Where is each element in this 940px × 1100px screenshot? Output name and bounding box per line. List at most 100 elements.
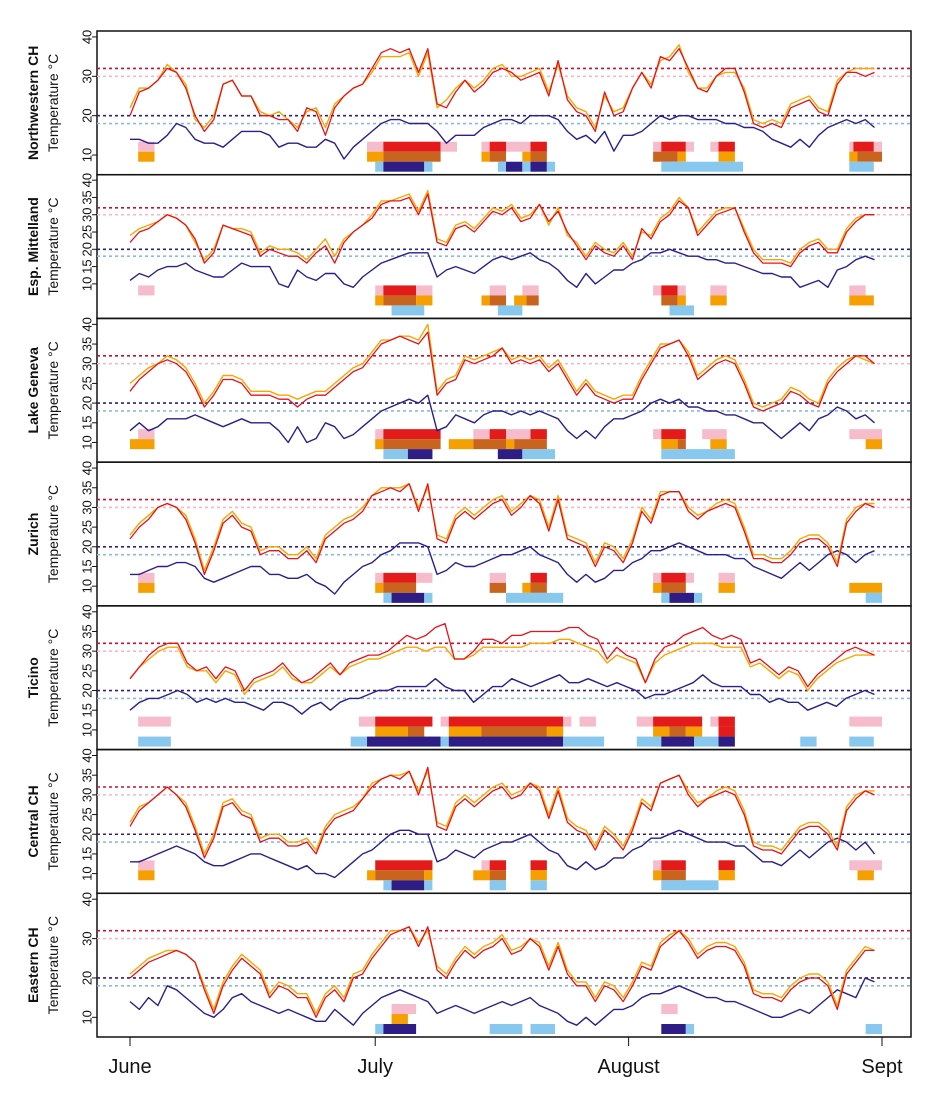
- heat-bar-pink: [653, 285, 662, 296]
- heat-bar-navy: [530, 161, 547, 172]
- heat-bar-orange: [522, 151, 531, 162]
- heat-bar-pink: [849, 716, 882, 727]
- heat-bar-brown: [514, 439, 547, 450]
- heat-bar-red: [661, 285, 678, 296]
- panel-y-axis-label: Temperature °C: [45, 485, 61, 583]
- panel-y-axis-label: Temperature °C: [45, 629, 61, 727]
- y-tick-label: 10: [80, 148, 95, 162]
- y-tick-label: 10: [80, 277, 95, 291]
- heat-bar-orange: [375, 726, 408, 737]
- y-tick-label: 40: [80, 317, 95, 331]
- series-tmin: [129, 394, 875, 444]
- panel-region-label: Ticino: [25, 657, 41, 698]
- heat-bar-lightblue: [669, 305, 694, 316]
- heat-bar-pink: [375, 572, 384, 583]
- heat-bar-pink: [358, 716, 376, 727]
- heat-bar-pink: [138, 141, 155, 152]
- heat-bar-orange: [506, 439, 515, 450]
- heat-bar-pink: [138, 860, 155, 871]
- series-tmax-alt: [129, 638, 875, 696]
- heat-bar-red: [653, 716, 703, 727]
- heat-bar-orange: [416, 295, 433, 306]
- heat-bar-brown: [661, 582, 686, 593]
- y-tick-label: 15: [80, 847, 95, 861]
- heat-bar-red: [853, 141, 874, 152]
- heat-bar-navy: [669, 592, 694, 603]
- y-tick-label: 20: [80, 827, 95, 841]
- y-tick-label: 35: [80, 481, 95, 495]
- heat-bar-orange: [130, 439, 155, 450]
- panel-lake-geneva: 10 15 20 25 30 35 40 Lake Geneva Temperature °C: [25, 317, 912, 463]
- heat-bar-navy: [497, 449, 523, 460]
- heat-bar-pink: [873, 141, 882, 152]
- panel-ticino: 10 15 20 25 30 35 40 Ticino Temperature °C: [25, 605, 912, 751]
- heat-bar-brown: [653, 151, 678, 162]
- heat-bar-orange: [546, 726, 564, 737]
- heat-bar-orange: [367, 870, 376, 881]
- heat-bar-pink: [849, 860, 882, 871]
- series-tmax: [129, 48, 875, 136]
- heat-bar-lightblue: [661, 592, 670, 603]
- heat-bar-orange: [375, 439, 384, 450]
- heat-bar-pink: [710, 141, 719, 152]
- heat-bar-lightblue: [391, 305, 425, 316]
- heat-bar-orange: [710, 439, 727, 450]
- heat-bar-pink: [391, 1004, 417, 1014]
- heat-bar-lightblue: [800, 736, 817, 747]
- heat-bar-brown: [383, 439, 441, 450]
- heat-bar-brown: [407, 726, 425, 737]
- y-tick-label: 40: [80, 748, 95, 762]
- series-tmin: [130, 829, 876, 879]
- heat-bar-lightblue: [522, 161, 531, 172]
- heat-bar-lightblue: [530, 1024, 556, 1034]
- heat-bar-orange: [677, 295, 686, 306]
- heat-bar-orange: [522, 582, 531, 593]
- heat-bar-lightblue: [685, 1024, 694, 1034]
- series-tmax-alt: [129, 926, 875, 1015]
- panel-y-axis-label: Temperature °C: [45, 772, 61, 870]
- y-tick-label: 35: [80, 190, 95, 204]
- y-tick-label: 10: [80, 579, 95, 593]
- series-tmax-alt: [129, 483, 875, 572]
- panel-region-label: Lake Geneva: [25, 347, 41, 434]
- heat-bar-orange: [849, 295, 874, 306]
- series-tmax: [129, 483, 875, 576]
- y-tick-label: 35: [80, 624, 95, 638]
- panel-eastern-ch: 10 20 30 40 Eastern CH Temperature °C: [25, 892, 912, 1038]
- heat-bar-brown: [489, 582, 506, 593]
- heat-bar-pink: [685, 141, 694, 152]
- series-tmin: [130, 115, 875, 160]
- heat-bar-red: [448, 716, 564, 727]
- heat-bar-lightblue: [383, 880, 392, 891]
- heat-bar-pink: [416, 285, 433, 296]
- heat-bar-brown: [489, 870, 506, 881]
- heat-bar-brown: [677, 439, 686, 450]
- heat-bar-pink: [489, 572, 506, 583]
- heat-bar-red: [489, 141, 506, 152]
- heat-bar-orange: [653, 582, 662, 593]
- heat-bar-red: [383, 572, 417, 583]
- panel-y-axis-label: Temperature °C: [45, 341, 61, 439]
- heat-bar-pink: [375, 429, 384, 440]
- heat-bar-brown: [383, 295, 417, 306]
- heat-bar-brown: [661, 870, 686, 881]
- heat-bar-red: [383, 285, 417, 296]
- heat-bar-orange: [481, 151, 490, 162]
- y-tick-label: 25: [80, 225, 95, 239]
- heat-bar-orange: [375, 582, 384, 593]
- heat-bar-pink: [506, 429, 531, 440]
- panel-y-axis-label: Temperature °C: [45, 197, 61, 295]
- heat-bar-lightblue: [489, 880, 506, 891]
- heat-bar-pink: [653, 860, 662, 871]
- heat-bar-navy: [391, 592, 425, 603]
- heat-bar-pink: [710, 285, 727, 296]
- heat-bar-pink: [473, 429, 490, 440]
- panel-frame: [96, 892, 912, 1038]
- y-tick-label: 15: [80, 703, 95, 717]
- heat-bar-pink: [489, 285, 506, 296]
- heat-bar-brown: [669, 726, 686, 737]
- y-tick-label: 25: [80, 520, 95, 534]
- heat-bar-navy: [367, 736, 441, 747]
- heat-bar-red: [530, 141, 547, 152]
